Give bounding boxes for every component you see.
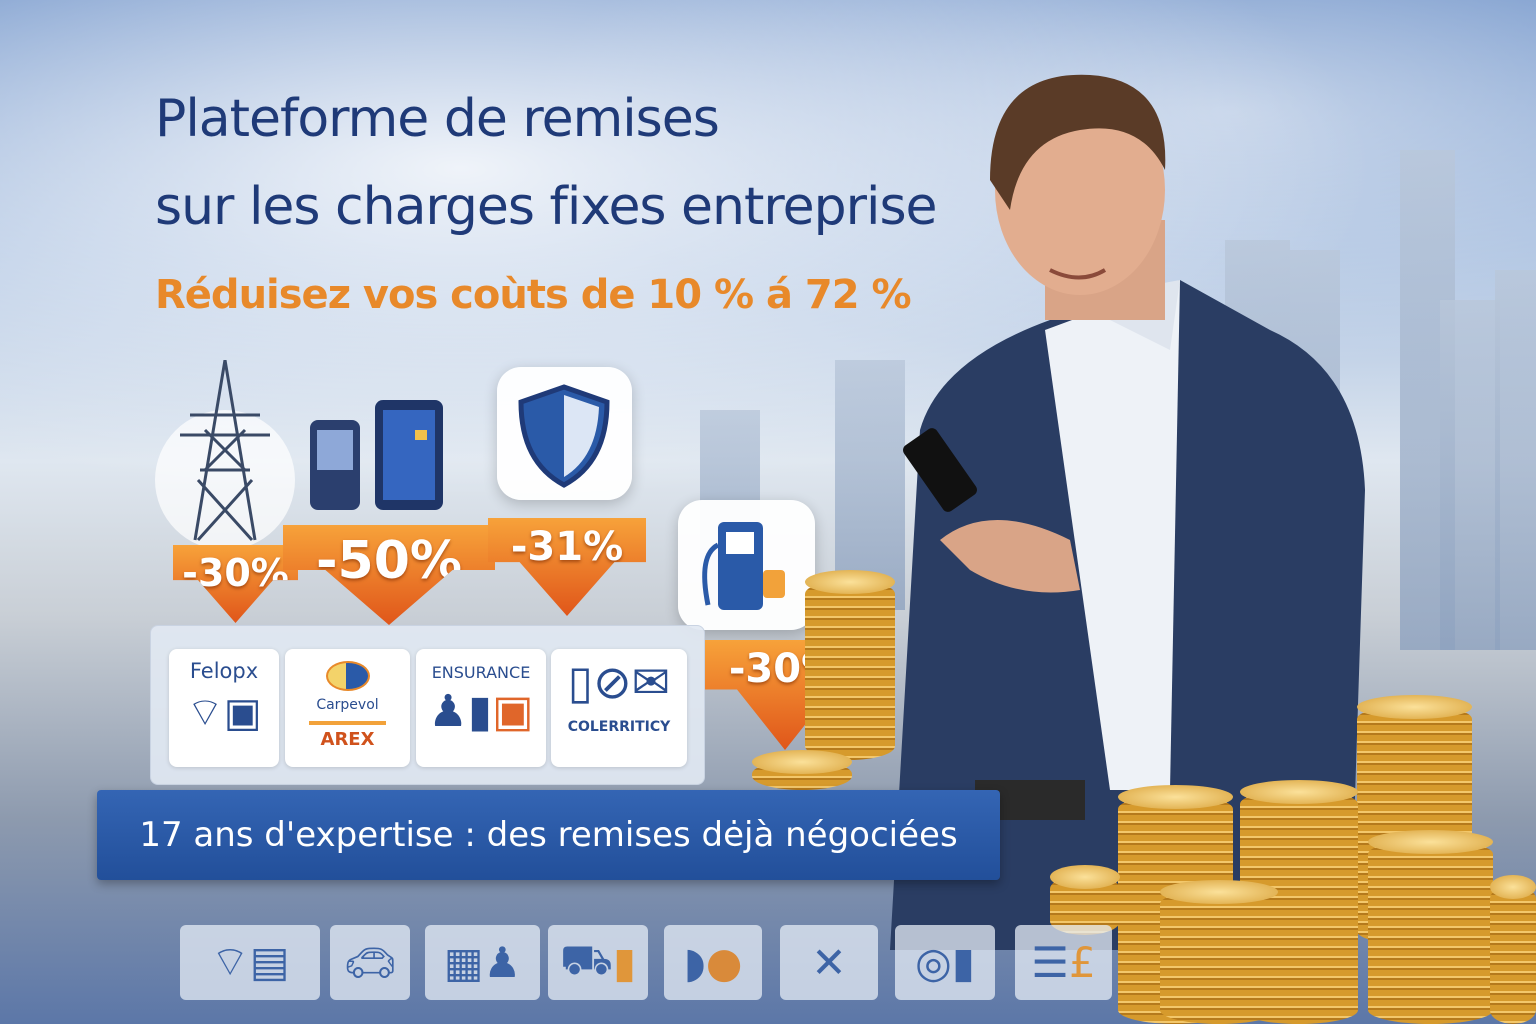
discount-arrow-telephony: -50% <box>283 525 495 625</box>
wifi-suitcase-icon: ⌔▣ <box>186 690 262 736</box>
partner-name: Felopx <box>189 659 259 683</box>
fuel-pump-icon <box>702 522 785 610</box>
partner-card-colerriticy: ▯⊘✉ COLERRITICY <box>551 649 687 767</box>
tools-icon: ✕ <box>780 925 878 1000</box>
headline: Plateforme de remises sur les charges fi… <box>155 75 938 251</box>
insurance-figures-icon: ♟▮▣ <box>428 686 534 737</box>
insurance-card <box>497 367 632 500</box>
fuel-card <box>678 500 815 630</box>
skyscraper <box>1495 270 1536 650</box>
partner-name: Carpevol <box>316 697 379 713</box>
partner-card-carpevol: Carpevol AREX <box>285 649 410 767</box>
coin-stack <box>1490 875 1536 1024</box>
shield-icon <box>518 384 610 488</box>
power-pylon-icon <box>155 360 295 545</box>
discount-arrow-electricity: -30% <box>173 545 298 623</box>
partner-panel: Felopx ⌔▣ Carpevol AREX ENSURANCE ♟▮▣ ▯⊘… <box>150 625 705 785</box>
partner-name: COLERRITICY <box>567 719 671 735</box>
partner-card-felopx: Felopx ⌔▣ <box>169 649 279 767</box>
partner-name-arex: AREX <box>320 729 375 750</box>
vehicle-fuel-icon: ⛟ ▮ <box>548 925 648 1000</box>
skyscraper <box>1440 300 1500 650</box>
partner-card-ensurance: ENSURANCE ♟▮▣ <box>416 649 546 767</box>
discount-arrow-insurance: -31% <box>488 518 646 616</box>
wifi-icon: ⌔▤ <box>180 925 320 1000</box>
invoice-pound-icon: ☰ £ <box>1015 925 1112 1000</box>
subheadline: Réduisez vos coùts de 10 % á 72 % <box>155 272 912 318</box>
coin-stack <box>1368 830 1493 1024</box>
building-icon: ▦♟ <box>425 925 540 1000</box>
headline-line-1: Plateforme de remises <box>155 89 720 149</box>
coin-stack <box>805 570 895 760</box>
businessman-with-phone <box>890 74 1365 950</box>
webcam-icon: ◎▮ <box>895 925 995 1000</box>
coin-stack <box>1160 880 1278 1024</box>
mobile-phone-icon <box>310 400 443 510</box>
car-icon: 🚗︎ <box>330 925 410 1000</box>
phone-mail-icon: ▯⊘✉ <box>567 655 671 709</box>
skyscraper <box>835 360 905 610</box>
coin-stack <box>752 750 852 790</box>
expertise-banner: 17 ans d'expertise : des remises dėjà né… <box>97 790 1000 880</box>
partner-name: ENSURANCE <box>431 663 531 682</box>
supplies-icon: ◗ ● <box>664 925 762 1000</box>
carpevol-logo <box>325 661 370 691</box>
headline-line-2: sur les charges fixes entreprise <box>155 177 938 237</box>
